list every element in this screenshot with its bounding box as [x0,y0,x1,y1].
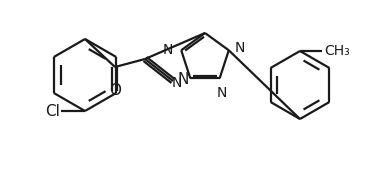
Text: Cl: Cl [45,103,60,119]
Text: N: N [163,43,173,57]
Text: N: N [172,76,182,90]
Text: O: O [109,83,121,98]
Text: CH₃: CH₃ [324,44,350,58]
Text: N: N [178,72,189,87]
Text: N: N [235,41,245,55]
Text: N: N [217,86,227,100]
